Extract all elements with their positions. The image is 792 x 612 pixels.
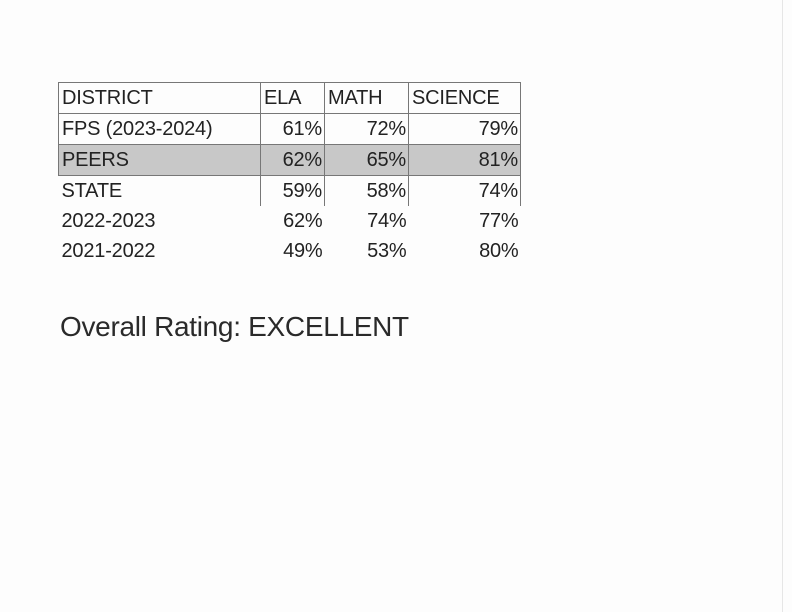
header-science: SCIENCE (408, 82, 521, 114)
cell-ela: 49% (283, 240, 323, 262)
cell-district: PEERS (58, 144, 261, 176)
cell-math: 74% (367, 210, 407, 232)
header-district: DISTRICT (58, 82, 261, 114)
page-edge-line (782, 0, 783, 612)
cell-science: 80% (479, 240, 519, 262)
table-header-row: DISTRICT ELA MATH SCIENCE (58, 82, 521, 114)
cell-district: 2021-2022 (61, 240, 156, 262)
table-row: 2021-2022 49% 53% 80% (59, 236, 521, 266)
table-row-highlighted: PEERS 62% 65% 81% (58, 144, 521, 176)
cell-science: 81% (408, 144, 521, 176)
cell-ela: 62% (283, 210, 323, 232)
cell-ela: 62% (260, 144, 325, 176)
cell-district: FPS (2023-2024) (58, 113, 261, 145)
overall-rating: Overall Rating: EXCELLENT (60, 310, 409, 344)
cell-science: 74% (408, 175, 521, 206)
header-ela: ELA (260, 82, 325, 114)
table-row: FPS (2023-2024) 61% 72% 79% (58, 113, 521, 145)
header-math: MATH (324, 82, 409, 114)
cell-science: 79% (408, 113, 521, 145)
scores-table: DISTRICT ELA MATH SCIENCE FPS (2023-2024… (58, 82, 521, 266)
table-row: 2022-2023 62% 74% 77% (59, 206, 521, 236)
cell-math: 65% (324, 144, 409, 176)
cell-ela: 61% (260, 113, 325, 145)
overall-rating-label: Overall Rating: (60, 311, 241, 342)
cell-science: 77% (479, 210, 519, 232)
overall-rating-value: EXCELLENT (248, 311, 409, 342)
cell-math: 72% (324, 113, 409, 145)
table-row: STATE 59% 58% 74% (58, 175, 521, 206)
cell-math: 53% (367, 240, 407, 262)
cell-district: STATE (58, 175, 261, 206)
cell-district: 2022-2023 (61, 210, 156, 232)
cell-ela: 59% (260, 175, 325, 206)
cell-math: 58% (324, 175, 409, 206)
